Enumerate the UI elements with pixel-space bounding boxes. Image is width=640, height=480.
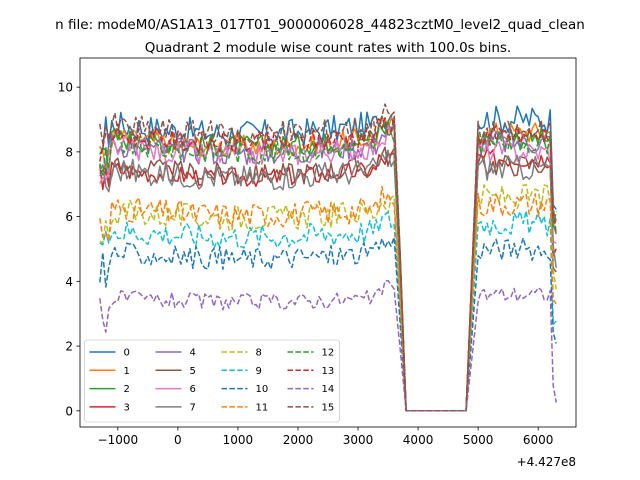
legend-label-6: 6 xyxy=(190,384,196,395)
legend-label-15: 15 xyxy=(322,402,335,413)
x-tick-label: 0 xyxy=(174,433,182,447)
series-line-8 xyxy=(99,184,557,412)
legend-label-2: 2 xyxy=(124,384,130,395)
legend-label-13: 13 xyxy=(322,366,335,377)
plot-frame xyxy=(79,57,577,428)
legend-label-14: 14 xyxy=(322,384,335,395)
chart-title: Quadrant 2 module wise count rates with … xyxy=(145,40,511,56)
series-line-10 xyxy=(99,236,557,412)
y-tick-label: 0 xyxy=(65,404,73,418)
x-tick-label: 6000 xyxy=(523,433,554,447)
y-tick-label: 2 xyxy=(65,340,73,354)
y-tick-label: 8 xyxy=(65,145,73,159)
legend-label-1: 1 xyxy=(124,366,130,377)
x-tick-label: −1000 xyxy=(98,433,139,447)
legend-label-4: 4 xyxy=(190,348,196,359)
series-line-14 xyxy=(99,279,557,412)
series-line-9 xyxy=(99,209,557,412)
legend-box xyxy=(84,339,340,423)
legend-label-0: 0 xyxy=(124,348,130,359)
series-line-12 xyxy=(99,121,557,412)
series-line-15 xyxy=(99,103,557,412)
y-tick-label: 6 xyxy=(65,210,73,224)
x-tick-label: 1000 xyxy=(223,433,254,447)
legend-label-10: 10 xyxy=(256,384,269,395)
series-line-6 xyxy=(99,125,557,412)
legend-label-9: 9 xyxy=(256,366,262,377)
series-line-13 xyxy=(99,116,557,412)
legend-label-11: 11 xyxy=(256,402,269,413)
x-tick-label: 5000 xyxy=(463,433,494,447)
series-line-0 xyxy=(99,105,557,412)
legend-label-5: 5 xyxy=(190,366,196,377)
x-tick-label: 2000 xyxy=(283,433,314,447)
series-lines xyxy=(99,103,557,412)
x-offset-label: +4.427e8 xyxy=(517,455,576,469)
x-tick-label: 4000 xyxy=(403,433,434,447)
legend-label-8: 8 xyxy=(256,348,262,359)
y-tick-label: 4 xyxy=(65,275,73,289)
series-line-7 xyxy=(99,149,557,412)
legend-label-3: 3 xyxy=(124,402,130,413)
x-tick-label: 3000 xyxy=(343,433,374,447)
series-line-11 xyxy=(99,185,557,412)
figure-suptitle: n file: modeM0/AS1A13_017T01_9000006028_… xyxy=(55,17,585,33)
y-tick-label: 10 xyxy=(58,81,73,95)
legend-label-7: 7 xyxy=(190,402,196,413)
legend-label-12: 12 xyxy=(322,348,335,359)
